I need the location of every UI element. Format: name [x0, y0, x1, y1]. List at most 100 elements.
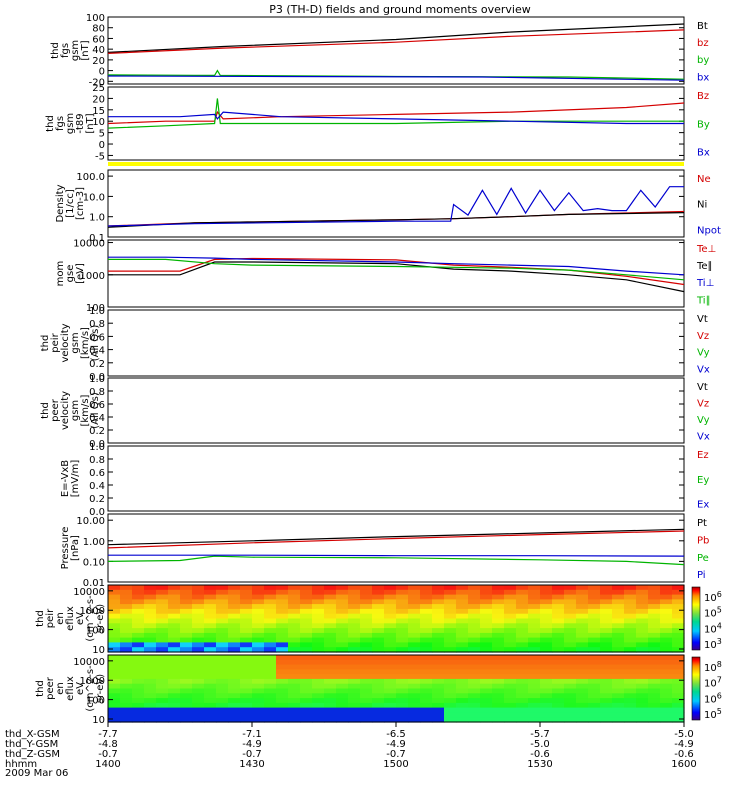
spectrogram-cell [132, 698, 145, 704]
y-axis-label-line: [mV/m] [70, 460, 81, 498]
spectrogram-cell [540, 585, 553, 591]
spectrogram-cell [108, 589, 121, 596]
y-axis-label-line: thd [50, 42, 61, 59]
spectrogram-cell [528, 628, 541, 634]
spectrogram-cell [456, 702, 469, 709]
spectrogram-cell [384, 618, 397, 624]
y-axis-label: E=-VxB [mV/m] [60, 460, 81, 498]
spectrogram-cell [360, 698, 373, 704]
spectrogram-cell [360, 647, 373, 653]
spectrogram-cell [240, 688, 253, 694]
spectrogram-cell [252, 688, 265, 694]
spectrogram-cell [132, 642, 145, 648]
y-tick-label: 60 [92, 34, 105, 45]
spectrogram-cell [372, 589, 385, 596]
spectrogram-cell [324, 604, 337, 610]
spectrogram-cell [276, 698, 289, 704]
spectrogram-cell [492, 589, 505, 596]
spectrogram-cell [552, 674, 565, 680]
spectrogram-cell [444, 688, 457, 694]
spectrogram-cell [264, 688, 277, 694]
spectrogram-cell [240, 707, 253, 713]
spectrogram-cell [120, 698, 133, 704]
y-axis-label-line: peer [50, 398, 61, 422]
spectrogram-cell [168, 669, 181, 675]
spectrogram-cell [252, 628, 265, 634]
spectrogram-cell [336, 589, 349, 596]
spectrogram-cell [300, 628, 313, 634]
spectrogram-cell [168, 632, 181, 639]
spectrogram-cell [120, 642, 133, 648]
spectrogram-cell [144, 698, 157, 704]
spectrogram-cell [300, 637, 313, 643]
y-tick-label: 1000 [80, 271, 105, 282]
spectrogram-cell [108, 698, 121, 704]
spectrogram-cell [420, 698, 433, 704]
spectrogram-cell [132, 632, 145, 639]
panel-frame [107, 513, 685, 583]
y-tick-label: 0.2 [89, 494, 105, 505]
spectrogram-cell [324, 659, 337, 666]
spectrogram-cell [168, 707, 181, 713]
spectrogram-cell [612, 599, 625, 605]
spectrogram-cell [660, 647, 673, 653]
spectrogram-cell [324, 623, 337, 629]
spectrogram-cell [144, 613, 157, 620]
panel-frame [107, 16, 685, 85]
spectrogram-cell [636, 613, 649, 620]
spectrogram-cell [216, 659, 229, 666]
spectrogram-cell [252, 613, 265, 620]
spectrogram-cell [324, 608, 337, 615]
spectrogram-cell [648, 585, 661, 591]
spectrogram-cell [456, 599, 469, 605]
spectrogram-cell [636, 594, 649, 600]
spectrogram-cell [348, 599, 361, 605]
spectrogram-cell [648, 608, 661, 615]
spectrogram-cell [288, 623, 301, 629]
spectrogram-cell [432, 683, 445, 690]
spectrogram-cell [420, 659, 433, 666]
spectrogram-cell [336, 659, 349, 666]
spectrogram-cell [252, 707, 265, 713]
y-tick-label: 10000 [73, 587, 105, 598]
y-axis-label: thd peir velocity gsm [km/s] (All Qs) [40, 323, 101, 362]
panel-frame [107, 309, 685, 377]
spectrogram-cell [372, 647, 385, 653]
spectrogram-cell [372, 702, 385, 709]
spectrogram-cell [504, 594, 517, 600]
spectrogram-cell [360, 623, 373, 629]
spectrogram-cell [468, 642, 481, 648]
spectrogram-cell [492, 613, 505, 620]
spectrogram-cell [588, 693, 601, 699]
spectrogram-cell [468, 628, 481, 634]
spectrogram-cell [324, 594, 337, 600]
spectrogram-cell [432, 608, 445, 615]
spectrogram-cell [648, 717, 661, 723]
spectrogram-cell [648, 618, 661, 624]
spectrogram-cell [540, 664, 553, 670]
spectrogram-cell [648, 594, 661, 600]
spectrogram-cell [216, 674, 229, 680]
spectrogram-cell [216, 702, 229, 709]
spectrogram-cell [432, 664, 445, 670]
spectrogram-cell [252, 678, 265, 685]
spectrogram-cell [444, 647, 457, 653]
spectrogram-cell [288, 674, 301, 680]
spectrogram-9 [108, 585, 685, 653]
spectrogram-cell [660, 628, 673, 634]
spectrogram-cell [468, 604, 481, 610]
legend-entry: Ni [697, 200, 707, 211]
spectrogram-cell [300, 698, 313, 704]
spectrogram-cell [288, 585, 301, 591]
spectrogram-cell [468, 707, 481, 713]
y-axis-label-line: (All Qs) [90, 392, 101, 429]
ephemeris-value: -4.9 [386, 739, 406, 750]
spectrogram-cell [156, 599, 169, 605]
spectrogram-cell [600, 623, 613, 629]
spectrogram-cell [420, 664, 433, 670]
spectrogram-cell [360, 712, 373, 718]
y-tick-label: 20 [92, 94, 105, 105]
spectrogram-cell [108, 585, 121, 591]
